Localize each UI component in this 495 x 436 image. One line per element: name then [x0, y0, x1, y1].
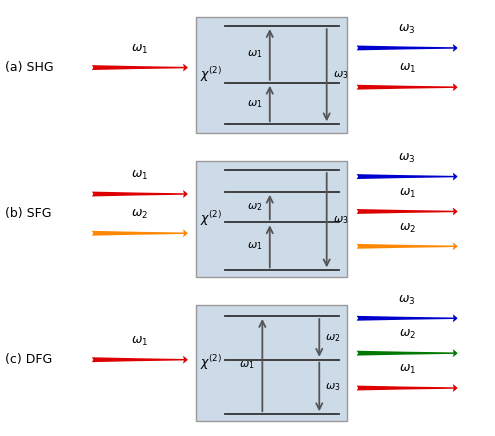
Text: $\omega_2$: $\omega_2$ [247, 201, 262, 213]
Text: $\omega_3$: $\omega_3$ [333, 69, 348, 81]
FancyBboxPatch shape [196, 305, 346, 421]
Text: $\omega_1$: $\omega_1$ [398, 62, 416, 75]
Text: (b) SFG: (b) SFG [5, 207, 51, 220]
Text: $\omega_1$: $\omega_1$ [247, 48, 262, 61]
Text: $\omega_1$: $\omega_1$ [131, 43, 148, 56]
FancyBboxPatch shape [196, 17, 346, 133]
FancyBboxPatch shape [196, 161, 346, 277]
Text: $\chi^{(2)}$: $\chi^{(2)}$ [200, 353, 223, 372]
Text: $\omega_3$: $\omega_3$ [398, 293, 416, 307]
Text: $\omega_1$: $\omega_1$ [247, 240, 262, 252]
Text: $\omega_3$: $\omega_3$ [333, 214, 348, 226]
Text: $\chi^{(2)}$: $\chi^{(2)}$ [200, 65, 223, 85]
Text: (a) SHG: (a) SHG [5, 61, 53, 74]
Text: $\omega_3$: $\omega_3$ [398, 23, 416, 36]
Text: $\omega_3$: $\omega_3$ [325, 381, 341, 393]
Text: $\omega_1$: $\omega_1$ [247, 98, 262, 110]
Text: $\omega_1$: $\omega_1$ [398, 187, 416, 200]
Text: $\omega_3$: $\omega_3$ [398, 152, 416, 165]
Text: $\omega_2$: $\omega_2$ [398, 221, 416, 235]
Text: $\omega_1$: $\omega_1$ [131, 169, 148, 182]
Text: $\omega_2$: $\omega_2$ [398, 328, 416, 341]
Text: $\omega_2$: $\omega_2$ [131, 208, 148, 221]
Text: $\omega_1$: $\omega_1$ [398, 363, 416, 376]
Text: $\omega_1$: $\omega_1$ [131, 335, 148, 348]
Text: $\omega_1$: $\omega_1$ [240, 359, 255, 371]
Text: (c) DFG: (c) DFG [5, 353, 52, 366]
Text: $\omega_2$: $\omega_2$ [325, 332, 341, 344]
Text: $\chi^{(2)}$: $\chi^{(2)}$ [200, 209, 223, 228]
